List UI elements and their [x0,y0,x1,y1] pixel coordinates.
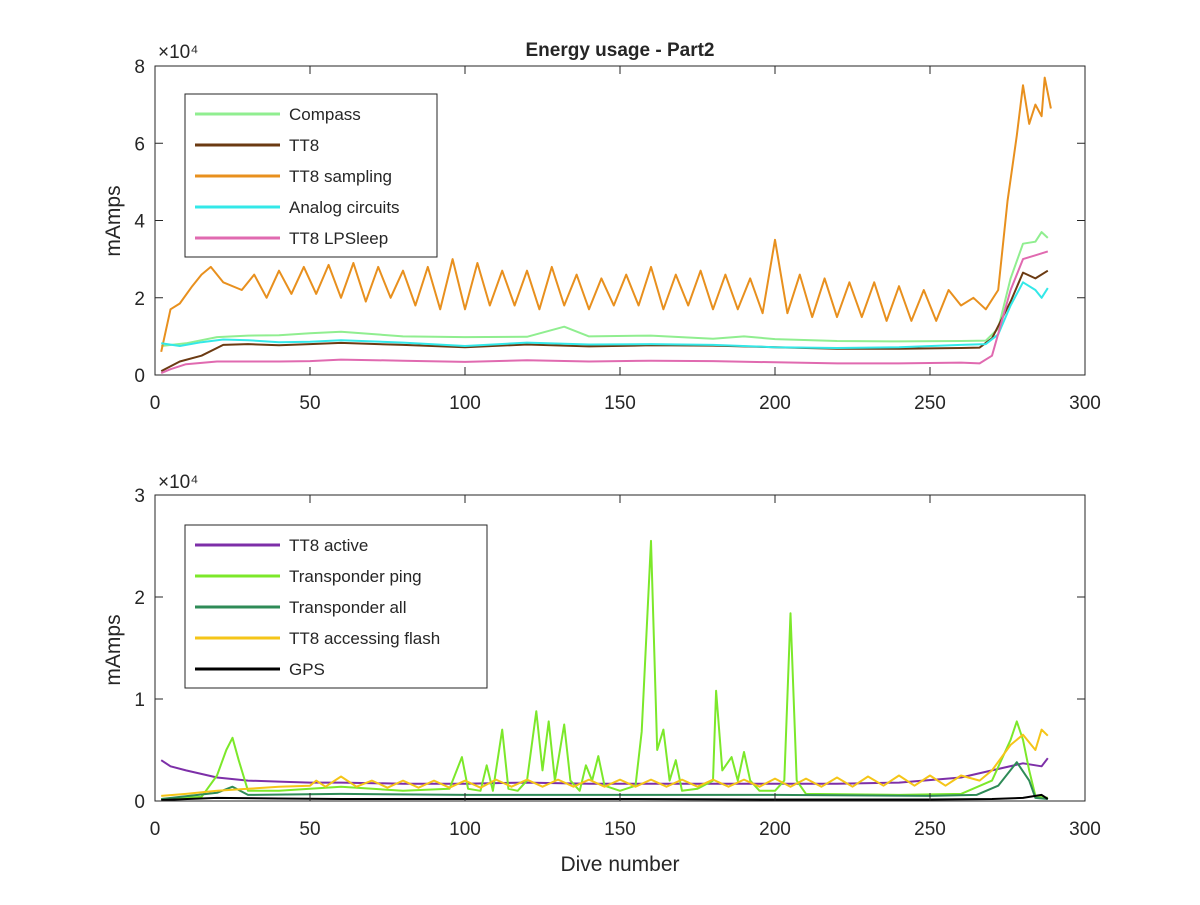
top-x-tick-label: 300 [1069,393,1101,414]
top-y-axis-label: mAmps [102,185,125,256]
legend-item: TT8 accessing flash [195,629,440,648]
bottom-y-tick-label: 3 [134,486,145,507]
series-line-tt8 [160,269,1049,372]
legend-label: TT8 active [289,536,368,555]
legend-label: Transponder all [289,598,407,617]
bottom-y-axis-label: mAmps [102,614,125,685]
legend-item: Transponder ping [195,567,422,586]
bottom-x-tick-label: 50 [299,819,320,840]
bottom-x-tick-label: 300 [1069,819,1101,840]
top-y-tick-label: 0 [134,366,145,387]
legend-label: TT8 LPSleep [289,229,388,248]
top-y-tick-label: 4 [134,212,145,233]
bottom-axes: mAmps Dive number ×10⁴ 0 50 100 150 200 … [102,472,1101,876]
series-line-tt8-accessing-flash [161,728,1049,797]
series-line-gps [161,793,1049,801]
legend-label: Analog circuits [289,198,400,217]
bottom-y-tick-label: 2 [134,588,145,609]
bottom-x-ticks: 0 50 100 150 200 250 300 [150,819,1101,840]
top-x-tick-label: 200 [759,393,791,414]
bottom-y-tick-label: 1 [134,690,145,711]
legend-label: Compass [289,105,361,124]
legend-label: TT8 [289,136,319,155]
top-y-tick-label: 6 [134,134,145,155]
top-axes: Energy usage - Part2 mAmps ×10⁴ 0 50 100… [102,40,1101,414]
legend-item: TT8 active [195,536,368,555]
legend-label: TT8 sampling [289,167,392,186]
legend-item: TT8 sampling [195,167,392,186]
series-line-tt8-lpsleep [160,250,1049,375]
bottom-y-ticks: 0 1 2 3 [134,486,145,813]
bottom-x-tick-label: 150 [604,819,636,840]
legend-item: Analog circuits [195,198,400,217]
top-x-tick-label: 250 [914,393,946,414]
top-x-tick-label: 100 [449,393,481,414]
legend-label: TT8 accessing flash [289,629,440,648]
bottom-x-tick-label: 200 [759,819,791,840]
bottom-x-axis-label: Dive number [560,853,679,876]
legend-item: Transponder all [195,598,407,617]
top-legend: Compass TT8 TT8 sampling Analog circuits… [184,93,438,258]
top-x-ticks: 0 50 100 150 200 250 300 [150,393,1101,414]
bottom-x-tick-label: 100 [449,819,481,840]
series-line-tt8-active [160,757,1049,785]
series-line-analog-circuits [161,281,1049,349]
top-y-exponent: ×10⁴ [158,42,198,63]
series-line-tt8-sampling [160,76,1052,353]
bottom-y-tick-label: 0 [134,792,145,813]
series-line-transponder-ping [161,539,1048,800]
top-y-tick-label: 8 [134,57,145,78]
top-x-tick-label: 0 [150,393,161,414]
bottom-legend: TT8 active Transponder ping Transponder … [184,524,488,689]
top-chart-title: Energy usage - Part2 [525,40,714,61]
top-y-tick-label: 2 [134,289,145,310]
series-line-compass [161,231,1049,347]
bottom-x-tick-label: 250 [914,819,946,840]
legend-label: Transponder ping [289,567,422,586]
top-x-tick-label: 150 [604,393,636,414]
bottom-x-tick-label: 0 [150,819,161,840]
legend-label: GPS [289,660,325,679]
legend-item: TT8 [195,136,319,155]
top-y-ticks: 0 2 4 6 8 [134,57,145,387]
top-x-tick-label: 50 [299,393,320,414]
legend-item: GPS [195,660,325,679]
bottom-y-exponent: ×10⁴ [158,472,198,493]
legend-item: Compass [195,105,361,124]
legend-item: TT8 LPSleep [195,229,388,248]
